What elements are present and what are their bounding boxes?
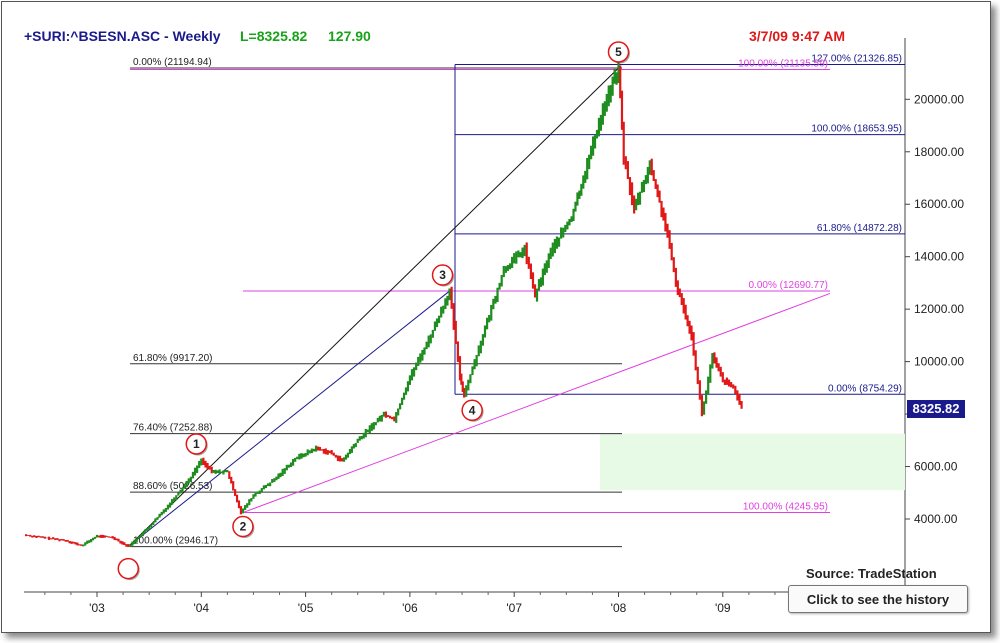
magenta-label: 0.00% (12690.77) (748, 280, 828, 291)
trend-line-0-5 (127, 67, 619, 548)
y-tick-label: 12000.00 (914, 302, 964, 316)
y-tick-label: 6000.00 (914, 460, 958, 474)
y-tick-label: 14000.00 (914, 250, 964, 264)
price-series (24, 58, 743, 548)
wave-marker (607, 41, 630, 63)
last-price: L=8325.82 (240, 28, 308, 44)
source-label: Source: TradeStation (806, 566, 937, 581)
y-tick-label: 4000.00 (914, 512, 958, 526)
fib-label-left: 0.00% (21194.94) (133, 57, 212, 68)
x-tick-label: '05 (298, 601, 314, 615)
y-tick-label: 18000.00 (914, 145, 964, 159)
y-tick-label: 16000.00 (914, 197, 964, 211)
wave-marker (461, 399, 483, 422)
magenta-label: 100.00% (21135.59) (738, 59, 828, 70)
history-button[interactable]: Click to see the history (788, 585, 968, 613)
wave-marker (117, 557, 140, 580)
x-tick-label: '03 (89, 601, 105, 615)
last-price-marker: 8325.82 (907, 400, 965, 418)
fib-label-left: 76.40% (7252.88) (133, 423, 213, 434)
wave-label: 1 (193, 437, 200, 451)
fib-label-left: 61.80% (9917.20) (133, 353, 213, 364)
fib-label-left: 100.00% (2946.17) (133, 536, 218, 547)
fib-label-right: 61.80% (14872.28) (817, 223, 902, 234)
wave-label: 4 (469, 403, 476, 417)
x-tick-label: '08 (611, 601, 627, 615)
trend-line-0-3 (127, 290, 450, 548)
wave-label: 5 (615, 45, 622, 59)
x-tick-label: '07 (506, 601, 522, 615)
x-tick-label: '09 (715, 601, 731, 615)
x-tick-label: '06 (402, 601, 418, 615)
y-tick-label: 20000.00 (914, 92, 964, 106)
symbol-title: +SURI:^BSESN.ASC - Weekly (24, 28, 221, 44)
fib-label-left: 88.60% (5026.53) (133, 481, 213, 492)
trend-line-2-4 (242, 292, 831, 514)
wave-marker (232, 515, 254, 538)
chart-frame (1, 1, 991, 633)
wave-marker (185, 433, 208, 455)
fib-label-right: 100.00% (18653.95) (811, 124, 902, 135)
y-tick-label: 10000.00 (914, 355, 964, 369)
fib-label-right: 127.00% (21326.85) (811, 54, 902, 65)
magenta-label: 100.00% (4245.95) (743, 502, 828, 513)
timestamp: 3/7/09 9:47 AM (749, 28, 845, 44)
wave-label: 2 (240, 520, 247, 534)
wave-label: 3 (439, 268, 446, 282)
x-tick-label: '04 (193, 601, 209, 615)
target-zone (600, 433, 905, 491)
wave-marker (431, 264, 454, 286)
price-change: 127.90 (328, 28, 371, 44)
fib-label-right: 0.00% (8754.29) (828, 383, 902, 394)
